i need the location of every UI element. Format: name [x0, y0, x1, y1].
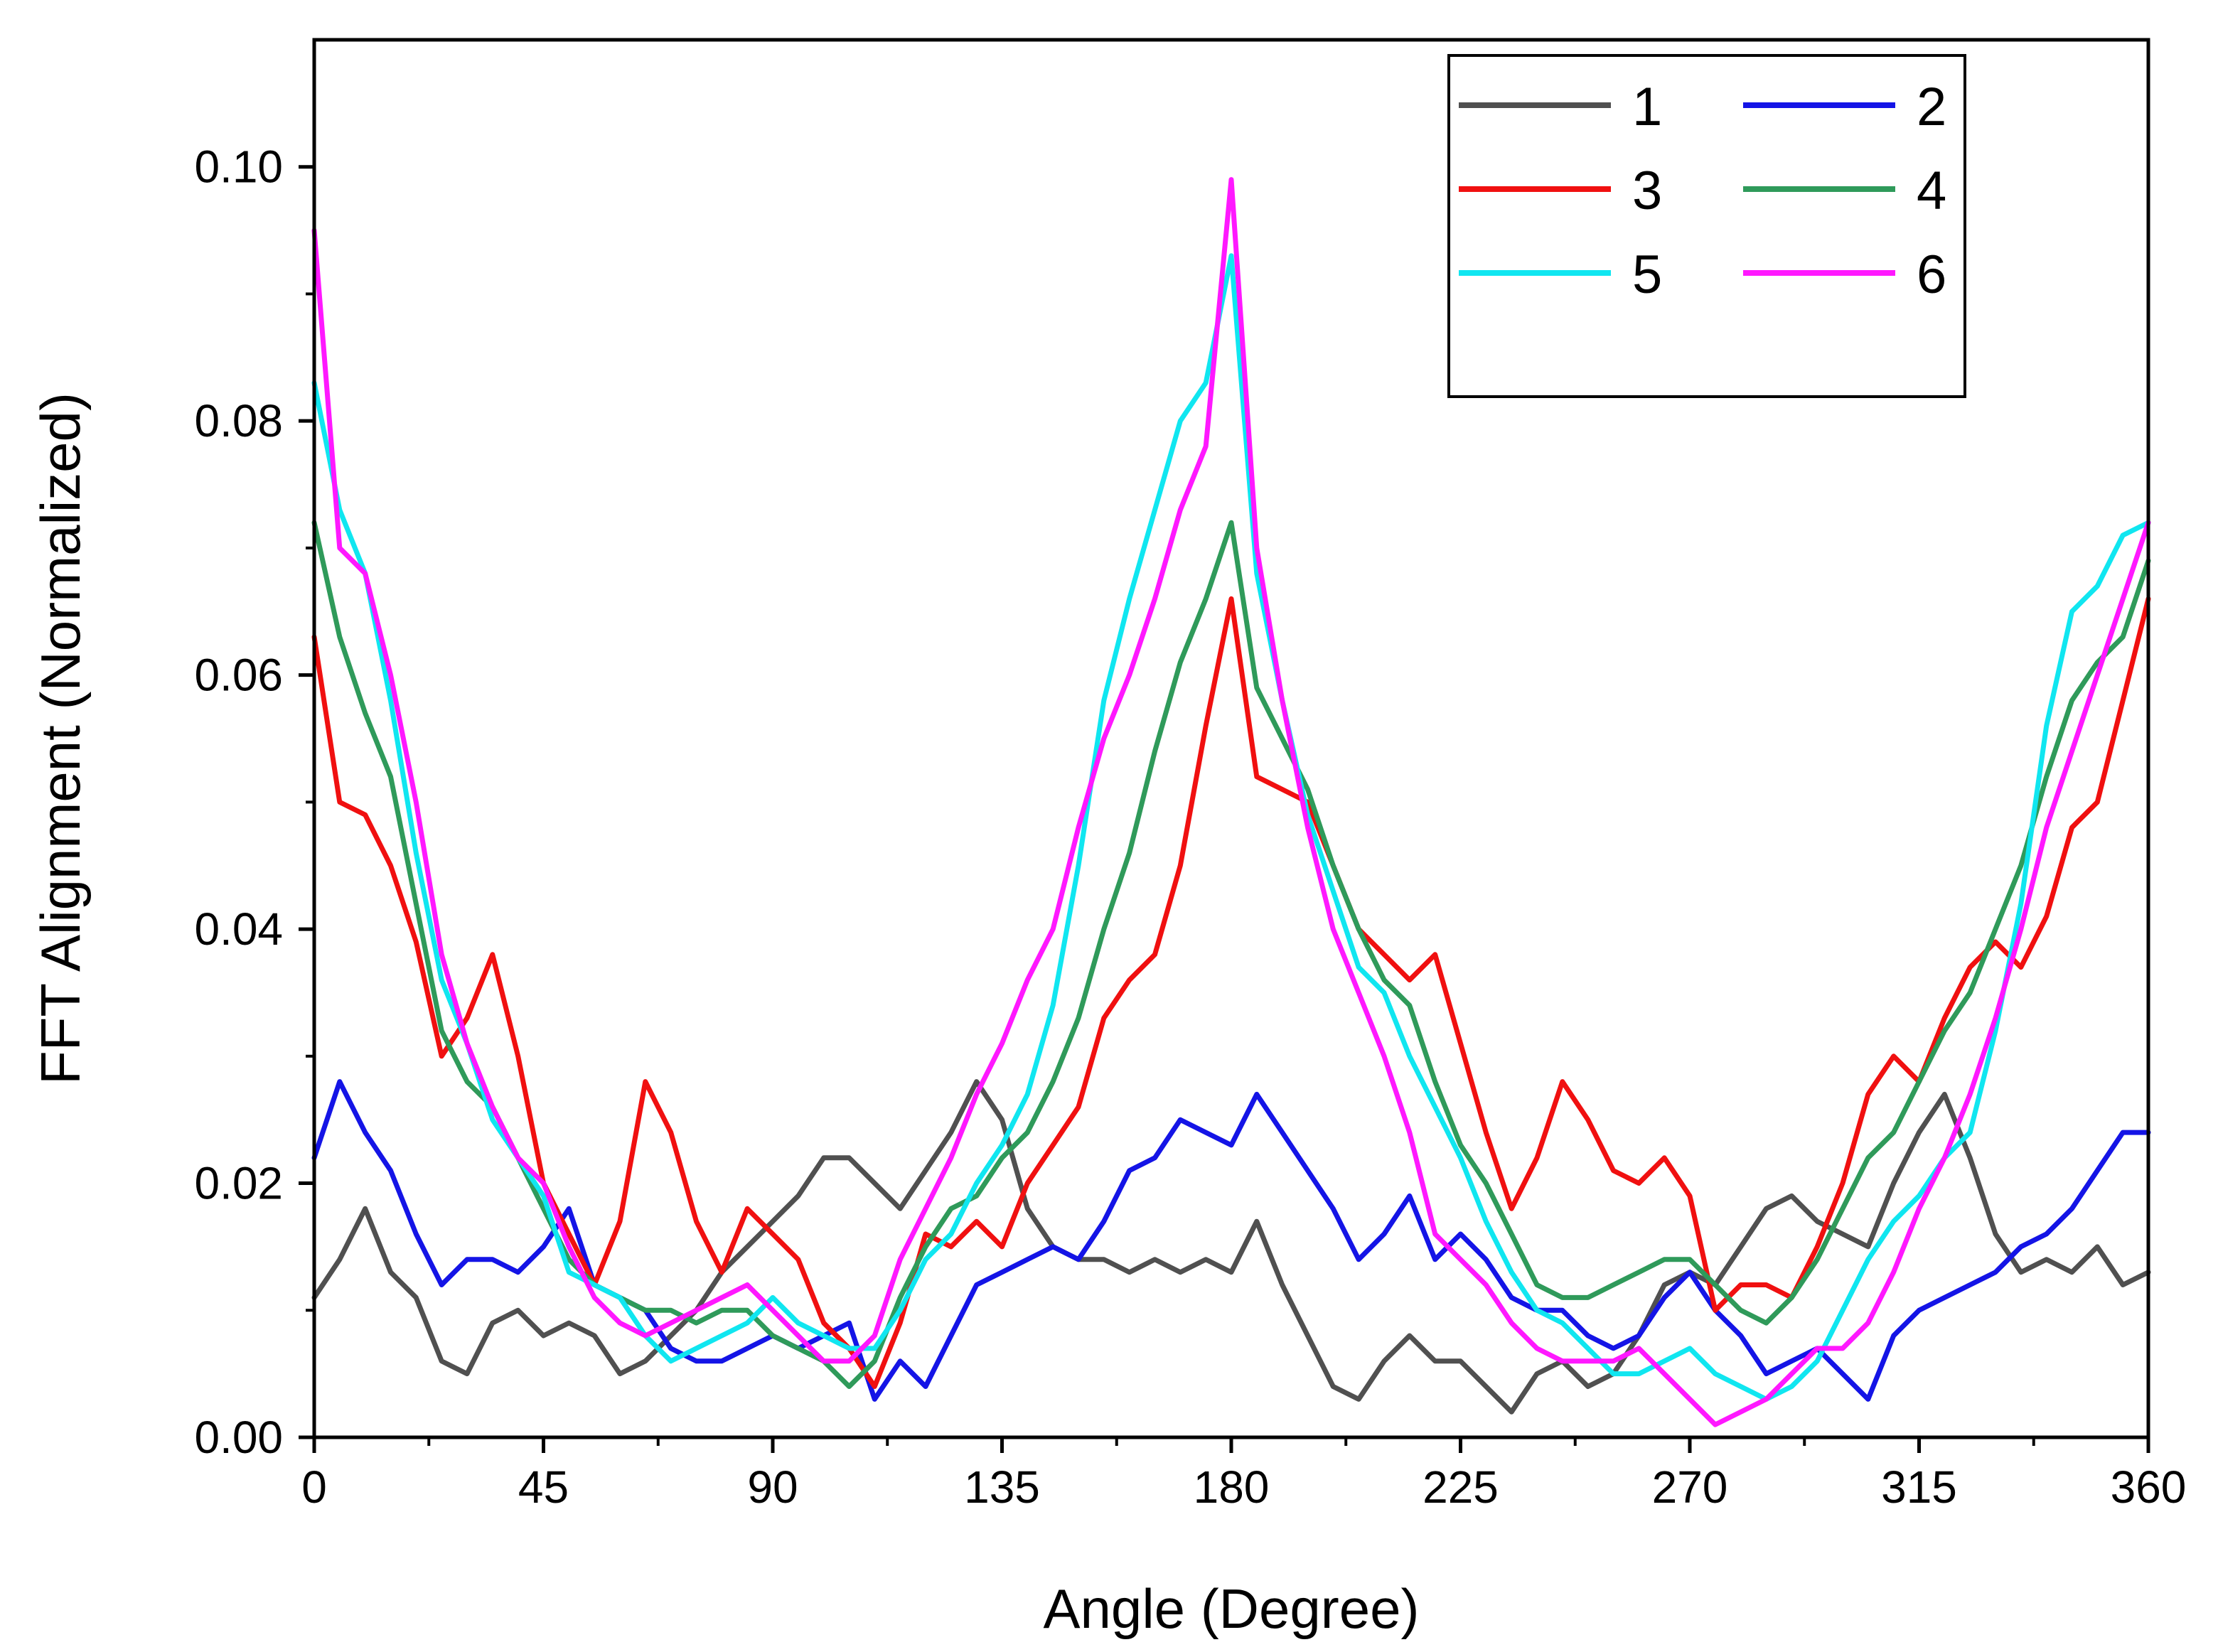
- x-tick-label: 90: [747, 1461, 798, 1513]
- legend: 1 2 3 4 5 6: [1447, 54, 1966, 398]
- y-tick-label: 0.00: [194, 1412, 283, 1463]
- x-axis-title: Angle (Degree): [1044, 1577, 1420, 1640]
- legend-label-3: 3: [1632, 161, 1662, 221]
- y-tick-label: 0.08: [194, 395, 283, 446]
- y-tick-label: 0.04: [194, 903, 283, 955]
- series-line-6: [311, 177, 2151, 1427]
- series-line-5: [311, 253, 2151, 1402]
- x-tick-label: 135: [964, 1461, 1040, 1513]
- x-tick-label: 315: [1881, 1461, 1957, 1513]
- x-tick-label: 0: [301, 1461, 327, 1513]
- series-line-3: [311, 596, 2151, 1389]
- legend-label-6: 6: [1917, 245, 1946, 305]
- series-layer: [311, 177, 2151, 1427]
- axes-layer: 0 45 90 135 180 225 270 315 3600.000.020.040.060…: [194, 141, 2186, 1513]
- y-axis-title: FFT Alignment (Normalized): [29, 392, 92, 1085]
- x-tick-label: 225: [1423, 1461, 1499, 1513]
- y-tick-label: 0.02: [194, 1158, 283, 1209]
- legend-box: [1447, 54, 1966, 398]
- legend-label-1: 1: [1632, 77, 1662, 137]
- y-tick-label: 0.06: [194, 650, 283, 701]
- series-line-1: [311, 1079, 2151, 1415]
- legend-label-5: 5: [1632, 245, 1662, 305]
- x-tick-label: 180: [1194, 1461, 1270, 1513]
- x-tick-label: 360: [2111, 1461, 2187, 1513]
- y-tick-label: 0.10: [194, 141, 283, 193]
- x-tick-label: 270: [1652, 1461, 1728, 1513]
- legend-label-4: 4: [1917, 161, 1946, 221]
- legend-label-2: 2: [1917, 77, 1946, 137]
- x-tick-label: 45: [518, 1461, 569, 1513]
